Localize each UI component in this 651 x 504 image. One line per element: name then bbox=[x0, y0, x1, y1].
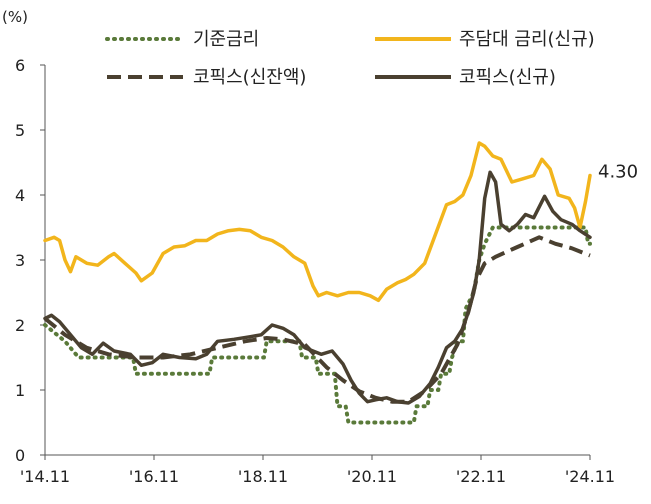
series-line-3 bbox=[43, 170, 592, 405]
y-tick-label: 3 bbox=[15, 251, 25, 270]
legend-item-cofix-new: 코픽스(신규) bbox=[375, 67, 556, 88]
x-tick-label: '24.11 bbox=[565, 467, 615, 486]
x-tick-label: '22.11 bbox=[456, 467, 506, 486]
x-tick-label: '20.11 bbox=[347, 467, 397, 486]
legend-item-mortgage-rate: 주담대 금리(신규) bbox=[375, 29, 595, 50]
y-axis-ticks: 0 1 2 3 4 5 6 bbox=[15, 56, 45, 465]
y-tick-label: 6 bbox=[15, 56, 25, 75]
y-tick-label: 4 bbox=[15, 186, 25, 205]
x-axis-ticks: '14.11 '16.11 '18.11 '20.11 '22.11 '24.11 bbox=[20, 455, 615, 486]
x-tick-label: '14.11 bbox=[20, 467, 70, 486]
y-tick-label: 5 bbox=[15, 121, 25, 140]
y-axis-unit-label: (%) bbox=[2, 8, 28, 26]
y-tick-label: 2 bbox=[15, 316, 25, 335]
x-tick-label: '18.11 bbox=[238, 467, 288, 486]
legend-label-base-rate: 기준금리 bbox=[193, 29, 259, 50]
series-line-1 bbox=[43, 141, 592, 303]
legend-label-cofix-new-balance: 코픽스(신잔액) bbox=[193, 67, 306, 88]
y-tick-label: 1 bbox=[15, 381, 25, 400]
legend: 기준금리 주담대 금리(신규) 코픽스(신잔액) 코픽스(신규) bbox=[105, 29, 595, 88]
series-lines bbox=[43, 141, 592, 425]
mortgage-rate-end-label: 4.30 bbox=[598, 162, 638, 183]
legend-label-cofix-new: 코픽스(신규) bbox=[459, 67, 556, 88]
series-line-0 bbox=[43, 225, 592, 425]
y-tick-label: 0 bbox=[15, 446, 25, 465]
legend-item-cofix-new-balance: 코픽스(신잔액) bbox=[107, 67, 306, 88]
legend-item-base-rate: 기준금리 bbox=[105, 29, 259, 50]
series-line-2 bbox=[43, 235, 591, 404]
x-tick-label: '16.11 bbox=[129, 467, 179, 486]
legend-label-mortgage-rate: 주담대 금리(신규) bbox=[459, 29, 595, 50]
